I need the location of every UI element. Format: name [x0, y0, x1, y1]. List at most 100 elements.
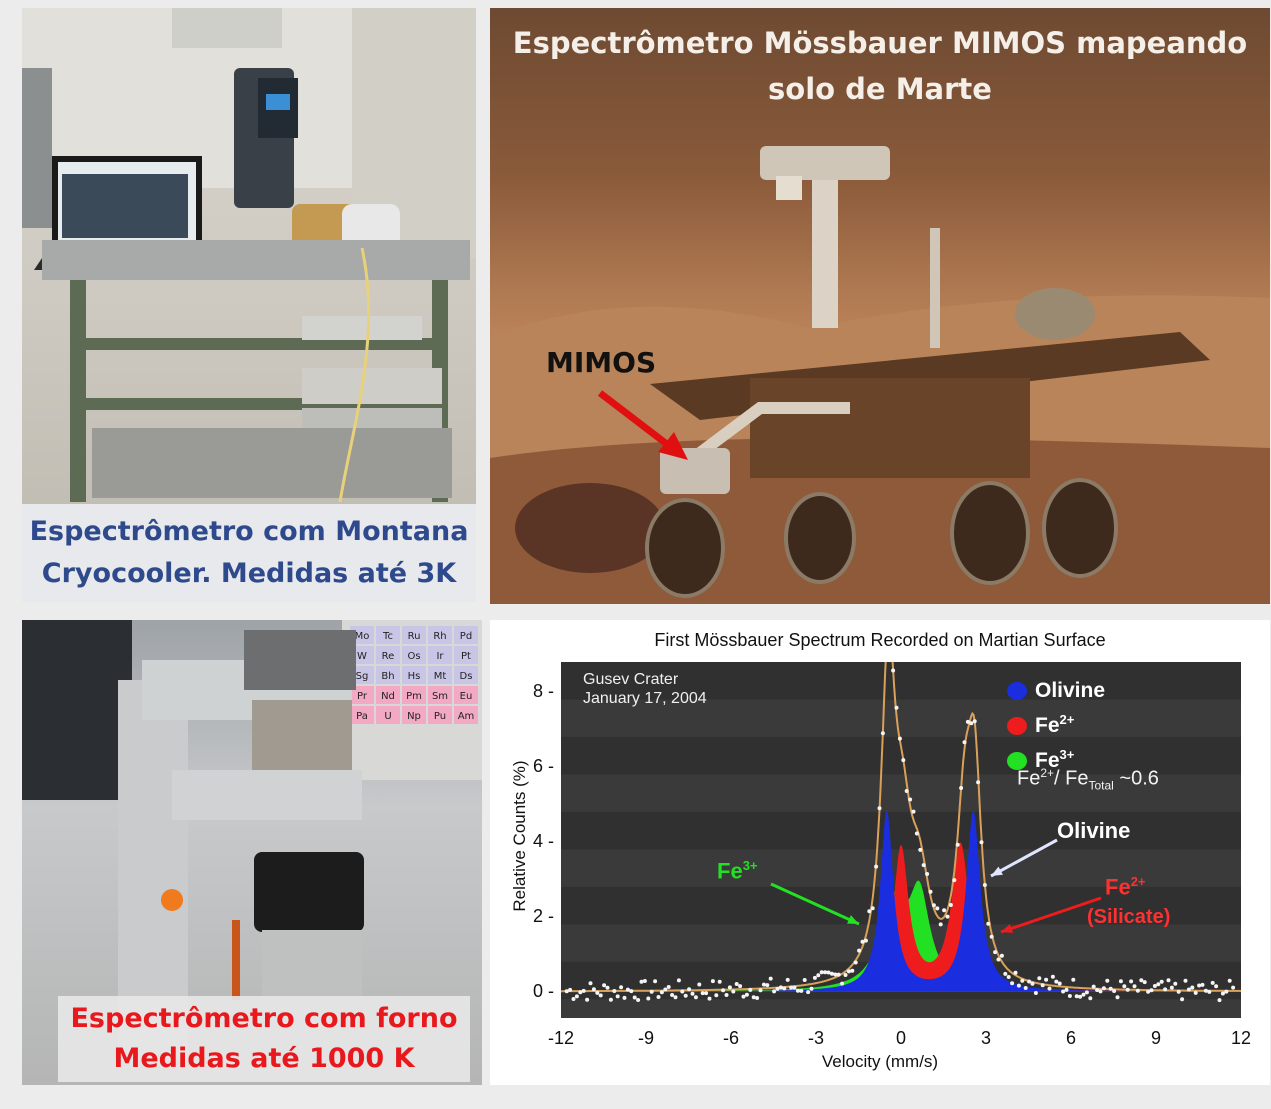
data-point [656, 995, 661, 999]
lab-caption-line2: Cryocooler. Medidas até 3K [41, 558, 457, 589]
data-point [568, 987, 573, 992]
periodic-table-poster: Mo Tc Ru Rh Pd W Re Os Ir Pt Sg Bh Hs Mt Ds Pr Nd Pm Sm Eu P… [350, 626, 478, 724]
element-symbol: Pr [357, 691, 368, 702]
data-point [999, 953, 1004, 958]
data-point [1118, 979, 1123, 984]
data-point [731, 989, 736, 994]
data-point [755, 996, 760, 1000]
data-point [574, 994, 579, 999]
data-point [1115, 995, 1120, 1000]
data-point [639, 979, 644, 984]
data-point [948, 903, 953, 907]
data-point [676, 978, 681, 983]
data-point [976, 780, 981, 785]
element-symbol: Sm [432, 691, 448, 702]
element-symbol: Mt [434, 671, 447, 682]
furnace-photo: Mo Tc Ru Rh Pd W Re Os Ir Pt Sg Bh Hs Mt Ds Pr Nd Pm Sm Eu P… [22, 620, 482, 1085]
fe3-arrow [770, 882, 860, 926]
data-point [996, 957, 1001, 962]
lab-caption-line1: Espectrômetro com Montana [29, 516, 469, 547]
x-tick-label: -12 [547, 1028, 574, 1048]
data-point [1139, 978, 1144, 983]
data-point [1203, 988, 1208, 993]
data-point [591, 987, 596, 992]
data-point [683, 993, 688, 998]
data-point [707, 996, 712, 1001]
data-point [921, 863, 926, 868]
element-cell [402, 686, 426, 704]
data-point [758, 988, 763, 993]
data-point [945, 914, 950, 919]
x-tick-label: -9 [637, 1028, 654, 1048]
data-point [748, 987, 753, 992]
data-point [1112, 989, 1117, 993]
element-symbol: Sg [356, 671, 369, 682]
data-point [812, 975, 817, 980]
cryostat-setup-illustration [22, 8, 476, 503]
data-point [1081, 992, 1086, 997]
element-cell [402, 706, 426, 724]
element-cell [376, 626, 400, 644]
x-tick-label: -3 [807, 1028, 824, 1048]
data-point [880, 731, 885, 736]
element-symbol: Pm [406, 691, 422, 702]
data-point [938, 922, 943, 927]
data-point [602, 983, 607, 988]
data-point [819, 970, 824, 975]
data-point [1023, 986, 1028, 990]
element-cell [454, 666, 478, 684]
data-point [982, 883, 987, 887]
data-point [1231, 985, 1236, 990]
data-point [870, 906, 875, 911]
legend-swatch [1007, 717, 1027, 736]
legend: Olivine Fe2+ Fe3+ [1007, 676, 1105, 775]
element-symbol: U [384, 711, 391, 722]
data-point [704, 991, 709, 996]
element-symbol: Am [458, 711, 475, 722]
olivine-arrow-head [991, 866, 1003, 876]
data-point [877, 806, 882, 811]
data-point [911, 809, 916, 814]
fe-ratio-label: Fe2+/ FeTotal ~0.6 [1017, 766, 1159, 793]
data-point [802, 978, 807, 982]
data-point [659, 990, 664, 995]
legend-item: Fe2+ [1007, 705, 1105, 740]
data-point [588, 981, 593, 986]
data-point [785, 977, 790, 982]
data-point [1193, 990, 1198, 995]
element-symbol: Bh [381, 671, 394, 682]
data-point [969, 721, 974, 726]
element-symbol: Ds [460, 671, 473, 682]
data-point [727, 985, 732, 990]
y-axis-label: Relative Counts (%) [510, 760, 529, 912]
data-point [629, 989, 634, 994]
data-point [1214, 984, 1219, 989]
element-cell [454, 686, 478, 704]
data-point [1224, 989, 1229, 994]
y-tick-label: 6 - [532, 755, 554, 776]
site-annotation: Gusev Crater January 17, 2004 [583, 670, 707, 708]
data-point [625, 987, 630, 992]
legend-label: Fe [1035, 714, 1060, 737]
element-symbol: Hs [408, 671, 421, 682]
data-point [687, 987, 692, 992]
element-cell [428, 646, 452, 664]
data-point [693, 995, 698, 1000]
data-point [846, 969, 851, 974]
y-tick-label: 4 - [532, 830, 554, 851]
fe2-callout: Fe2+ [1105, 874, 1146, 900]
data-point [901, 758, 906, 763]
data-point [700, 991, 705, 996]
data-point [1074, 994, 1079, 999]
element-cell [350, 686, 374, 704]
data-point [680, 989, 685, 994]
data-point [721, 988, 726, 993]
element-cell [402, 666, 426, 684]
data-point [598, 993, 603, 998]
data-point [666, 985, 671, 989]
data-point [867, 909, 872, 914]
data-point [1197, 983, 1202, 988]
data-point [751, 995, 756, 1000]
y-tick-label: 0 - [532, 980, 554, 1001]
data-point [1108, 986, 1113, 991]
